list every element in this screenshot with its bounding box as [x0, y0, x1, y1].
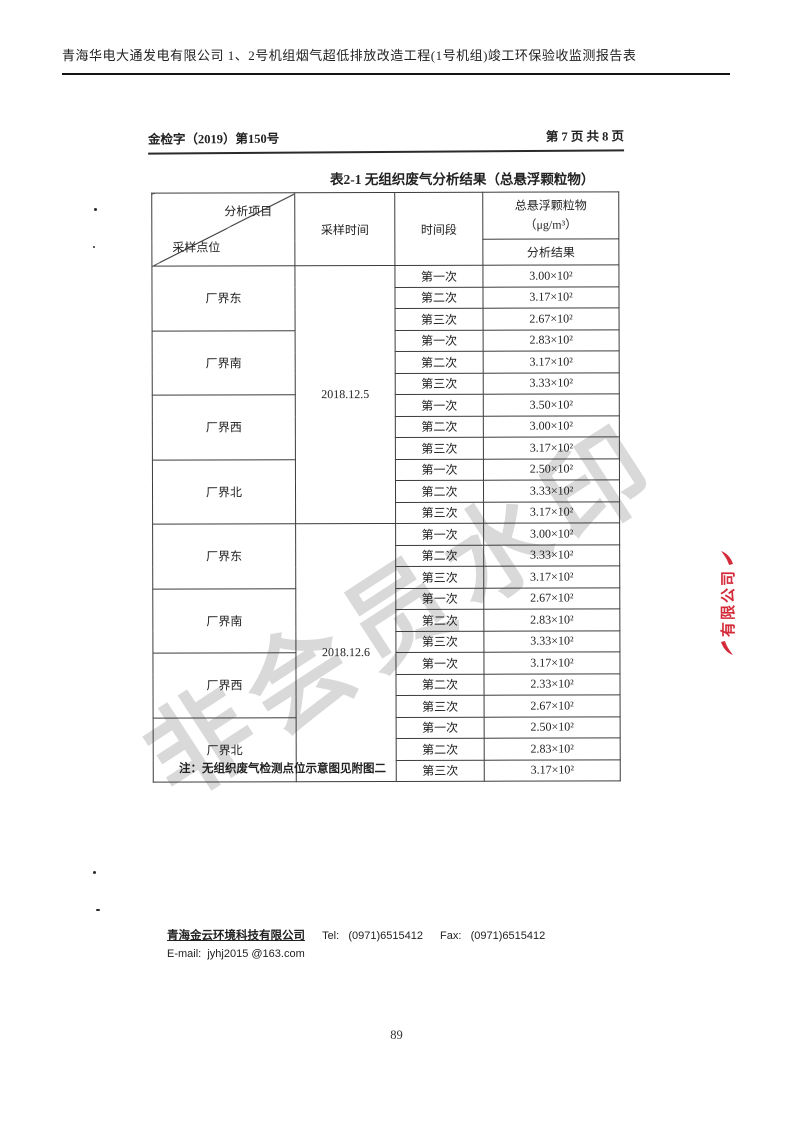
result-value-cell: 3.17×10²	[484, 759, 621, 782]
tsp-unit: （μg/m³）	[524, 217, 578, 232]
col-header-tsp: 总悬浮颗粒物 （μg/m³）	[482, 191, 619, 240]
table-row: 厂界东 2018.12.5 第一次 3.00×10²	[151, 264, 619, 524]
table-note: 注：无组织废气检测点位示意图见附图二	[179, 763, 386, 775]
result-value-cell: 2.83×10²	[483, 608, 620, 631]
diag-label-analysis-item: 分析项目	[224, 204, 273, 219]
sampling-point-cell: 厂界北	[152, 459, 296, 525]
table-title: 表2-1 无组织废气分析结果（总悬浮颗粒物）	[330, 172, 595, 187]
result-value-cell: 3.00×10²	[483, 415, 620, 438]
period-cell: 第二次	[395, 480, 484, 502]
sampling-point-cell: 厂界西	[152, 652, 297, 718]
result-value-cell: 3.33×10²	[483, 544, 620, 567]
fax-label: Fax:	[440, 930, 462, 942]
period-cell: 第二次	[395, 673, 485, 696]
lab-company-name: 青海金云环境科技有限公司	[167, 930, 305, 942]
result-value-cell: 3.17×10²	[483, 651, 620, 674]
period-cell: 第三次	[395, 372, 484, 395]
sampling-date-cell: 2018.12.6	[295, 523, 397, 782]
email-label: E-mail:	[167, 947, 202, 960]
red-watermark: 有限公司	[672, 528, 782, 678]
period-cell: 第三次	[396, 695, 485, 717]
col-header-analysis-result: 分析结果	[482, 238, 619, 266]
period-cell: 第二次	[395, 609, 484, 631]
result-value-cell: 2.67×10²	[483, 587, 620, 610]
tel-value: (0971)6515412	[348, 930, 423, 942]
header-rule	[62, 73, 730, 75]
result-value-cell: 3.00×10²	[483, 522, 620, 545]
result-value-cell: 3.17×10²	[483, 436, 620, 459]
period-cell: 第一次	[395, 394, 484, 416]
tel-label: Tel:	[322, 930, 340, 942]
result-value-cell: 3.33×10²	[483, 372, 620, 395]
result-value-cell: 3.17×10²	[483, 350, 620, 373]
col-header-sampling-time: 采样时间	[294, 192, 395, 266]
result-value-cell: 2.33×10²	[483, 673, 621, 696]
red-swoosh-left-icon	[721, 641, 733, 656]
scan-speck	[96, 909, 100, 911]
result-value-cell: 2.83×10²	[484, 737, 621, 760]
footer-line-1: 青海金云环境科技有限公司 Tel: (0971)6515412 Fax: (09…	[167, 927, 545, 946]
result-value-cell: 2.50×10²	[484, 716, 621, 739]
result-value-cell: 3.17×10²	[483, 501, 620, 524]
period-cell: 第二次	[394, 286, 484, 309]
scan-speck	[93, 871, 96, 874]
red-swoosh-right-icon	[721, 551, 733, 565]
table-row: 厂界东 2018.12.6 第一次 3.00×10²	[152, 522, 620, 782]
period-cell: 第三次	[396, 759, 485, 782]
period-cell: 第三次	[395, 437, 484, 459]
result-value-cell: 2.67×10²	[483, 307, 620, 330]
scan-speck	[94, 208, 97, 211]
period-cell: 第三次	[395, 630, 484, 653]
sampling-point-cell: 厂界西	[152, 394, 296, 460]
results-table: 分析项目 采样点位 采样时间 时间段 总悬浮颗粒物 （μg/m³） 分析结果 厂…	[151, 191, 621, 783]
result-value-cell: 2.67×10²	[484, 694, 621, 717]
result-value-cell: 3.00×10²	[482, 264, 619, 287]
period-cell: 第二次	[396, 738, 485, 760]
fax-value: (0971)6515412	[470, 930, 546, 942]
period-cell: 第一次	[396, 716, 485, 739]
period-cell: 第一次	[395, 329, 484, 352]
period-cell: 第一次	[394, 265, 483, 287]
period-cell: 第一次	[395, 458, 484, 481]
sampling-date-cell: 2018.12.5	[294, 265, 396, 524]
result-value-cell: 3.17×10²	[482, 286, 620, 309]
period-cell: 第二次	[395, 351, 484, 373]
email-value: jyhj2015 @163.com	[207, 947, 305, 960]
sampling-point-cell: 厂界东	[151, 265, 296, 331]
col-header-period: 时间段	[394, 192, 483, 266]
tsp-name: 总悬浮颗粒物	[514, 198, 587, 214]
table-header-row-1: 分析项目 采样点位 采样时间 时间段 总悬浮颗粒物 （μg/m³）	[151, 191, 619, 267]
sampling-point-cell: 厂界南	[152, 588, 296, 654]
results-table-container: 分析项目 采样点位 采样时间 时间段 总悬浮颗粒物 （μg/m³） 分析结果 厂…	[151, 191, 621, 783]
result-value-cell: 3.50×10²	[483, 393, 620, 416]
footer-line-2: E-mail: jyhj2015 @163.com	[167, 946, 545, 964]
period-cell: 第一次	[395, 587, 484, 610]
period-cell: 第三次	[395, 308, 484, 330]
doc-number: 金检字（2019）第150号	[147, 131, 280, 147]
period-cell: 第三次	[395, 566, 484, 588]
scan-speck	[93, 246, 95, 248]
results-table-body: 厂界东 2018.12.5 第一次 3.00×10² 第二次 3.17×10² 第三次 2.6…	[151, 264, 621, 783]
report-running-title: 青海华电大通发电有限公司 1、2号机组烟气超低排放改造工程(1号机组)竣工环保验…	[62, 48, 637, 63]
page-number: 89	[390, 1028, 403, 1042]
period-cell: 第三次	[395, 501, 484, 524]
sampling-point-cell: 厂界东	[152, 523, 296, 589]
diag-label-sampling-point: 采样点位	[172, 240, 221, 255]
period-cell: 第二次	[395, 544, 484, 567]
red-watermark-text: 有限公司	[719, 569, 737, 638]
result-value-cell: 3.33×10²	[483, 479, 620, 502]
diagonal-header-cell: 分析项目 采样点位	[151, 192, 295, 267]
doc-header: 金检字（2019）第150号 第 7 页 共 8 页	[147, 125, 625, 155]
sampling-point-cell: 厂界南	[152, 330, 296, 396]
result-value-cell: 2.50×10²	[483, 458, 620, 481]
result-value-cell: 2.83×10²	[483, 329, 620, 352]
period-cell: 第一次	[395, 523, 484, 545]
result-value-cell: 3.33×10²	[483, 630, 620, 653]
footer-contact: 青海金云环境科技有限公司 Tel: (0971)6515412 Fax: (09…	[167, 927, 545, 963]
period-cell: 第二次	[395, 415, 484, 438]
page-indicator: 第 7 页 共 8 页	[545, 129, 625, 144]
result-value-cell: 3.17×10²	[483, 565, 620, 588]
period-cell: 第一次	[395, 652, 484, 674]
